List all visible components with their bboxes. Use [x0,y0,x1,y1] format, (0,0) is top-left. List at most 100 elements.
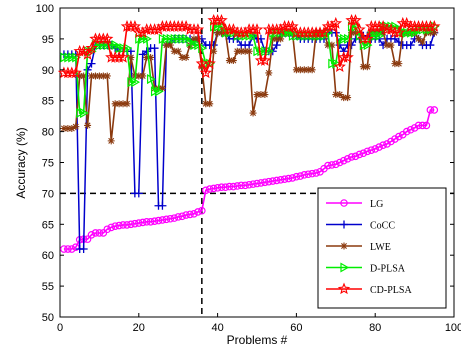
data-point-lg [135,219,143,227]
data-point-lg [339,156,348,165]
data-point-lwe [119,100,127,108]
data-point-lg [119,221,127,229]
data-point-lg [395,132,403,141]
data-point-cd-plsa [136,26,149,39]
data-point-lwe [95,72,103,80]
data-point-lg [209,184,218,193]
legend-item-lg: LG [326,199,383,210]
data-point-lwe [300,66,308,74]
series-cd-plsa [57,13,441,79]
data-point-lg [261,178,269,187]
data-point-lwe [304,66,312,74]
data-point-cd-plsa [69,66,82,79]
data-point-lg [296,172,305,180]
data-point-lg [198,206,206,215]
data-point-lwe [107,137,115,145]
legend-swatch-marker [337,282,351,295]
data-point-cocc [406,41,415,50]
y-tick-label: 85 [42,96,54,108]
data-point-lg [328,161,336,169]
data-point-lg [138,218,147,227]
data-point-lg [142,218,151,226]
data-point-lg [221,183,230,192]
legend-label: LWE [370,242,391,253]
data-point-lg [351,152,360,161]
data-point-lg [379,141,387,149]
legend-label: D-PLSA [370,264,406,275]
data-point-cocc [426,41,435,50]
data-point-lwe [340,94,348,102]
data-point-lwe [415,35,423,43]
data-point-lg [95,229,104,237]
data-point-lwe [178,53,186,61]
legend-swatch-marker [340,220,348,229]
data-point-lwe [147,53,155,61]
data-point-lwe [162,41,170,49]
data-point-cd-plsa [313,26,327,39]
x-tick-label: 100 [445,322,461,334]
data-point-lg [288,174,297,182]
data-point-lwe [198,63,206,71]
data-point-cd-plsa [73,44,86,57]
data-point-lwe [84,121,92,129]
data-point-lwe [166,41,174,49]
data-point-lg [91,229,100,237]
data-point-lg [347,153,356,161]
data-point-cd-plsa [81,47,94,60]
data-point-cd-plsa [337,50,350,63]
data-point-cd-plsa [357,32,370,45]
data-point-cd-plsa [349,13,362,26]
data-point-lg [406,125,415,134]
y-tick-label: 100 [36,3,54,15]
data-point-lg [387,137,395,146]
data-point-lwe [99,72,107,80]
data-point-lwe [367,29,375,37]
data-point-lwe [115,100,123,108]
data-point-lwe [139,72,147,80]
data-point-cd-plsa [372,19,386,32]
data-point-lg [154,216,163,225]
data-point-cd-plsa [148,23,161,35]
data-point-lwe [127,53,135,61]
data-point-lwe [336,91,344,99]
data-point-cd-plsa [258,53,272,66]
data-point-lwe [273,35,281,43]
data-point-lg [268,177,277,185]
data-point-lg [237,181,246,190]
data-point-lg [414,121,423,130]
data-point-cocc [83,65,92,74]
data-point-cd-plsa [223,23,236,35]
data-point-lg [331,160,340,169]
data-point-lg [300,171,309,179]
data-point-cd-plsa [325,19,339,32]
data-point-lwe [174,47,182,55]
data-point-lwe [64,125,72,133]
data-point-cd-plsa [215,13,228,26]
data-point-d-plsa [375,30,385,41]
data-point-lg [186,210,194,219]
legend-label: CoCC [370,221,395,232]
data-point-lg [201,186,210,195]
data-point-cd-plsa [97,32,110,45]
data-point-cd-plsa [329,16,343,29]
legend-item-d-plsa: D-PLSA [326,262,406,275]
data-point-lg [166,214,175,223]
data-point-lwe [80,72,88,80]
data-point-lwe [190,35,198,43]
data-point-cd-plsa [238,26,252,39]
data-point-lwe [206,100,214,108]
y-tick-label: 55 [42,281,54,293]
data-point-cocc [134,189,143,198]
data-point-cocc [245,41,254,50]
data-point-lg [123,221,131,229]
data-point-cd-plsa [152,23,165,35]
data-point-lg [64,245,72,253]
data-point-lwe [88,72,96,80]
legend-swatch-marker [340,262,350,273]
data-point-cocc [158,201,167,210]
data-point-cd-plsa [424,19,437,32]
data-point-lwe [68,125,76,133]
data-point-d-plsa [154,86,164,97]
data-point-lg [335,158,344,167]
data-point-lwe [111,100,119,108]
